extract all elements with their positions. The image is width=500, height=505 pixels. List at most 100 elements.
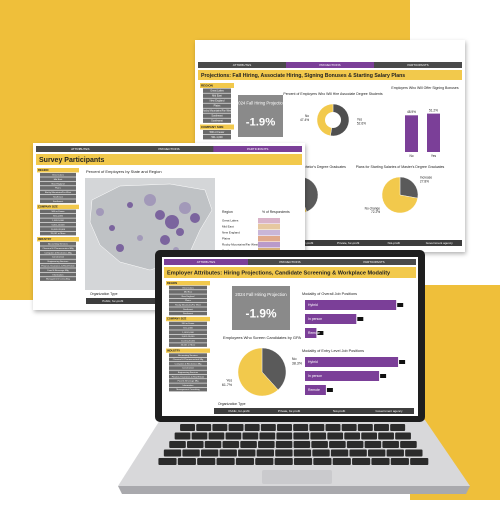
tab[interactable]: PARTICIPANTS xyxy=(407,63,428,67)
filter-item[interactable]: 1,001-5,000 xyxy=(52,220,64,222)
filter-item-bg[interactable] xyxy=(203,98,231,103)
filter-item-bg[interactable] xyxy=(40,222,76,227)
filter-item-bg[interactable] xyxy=(169,370,207,375)
filter-item-bg[interactable] xyxy=(40,199,76,204)
filter-item[interactable]: New England xyxy=(51,183,65,185)
filter-item-bg[interactable] xyxy=(169,387,207,392)
filter-item[interactable]: Plains xyxy=(185,300,191,302)
filter-item-bg[interactable] xyxy=(40,177,76,182)
tab[interactable]: PROJECTIONS xyxy=(279,260,300,264)
filter-item[interactable]: Plains xyxy=(55,188,62,190)
filter-item[interactable]: Great Lakes xyxy=(52,173,65,176)
filter-item-bg[interactable] xyxy=(40,214,76,218)
filter-item-bg[interactable] xyxy=(40,218,76,223)
filter-item-bg[interactable] xyxy=(203,93,231,98)
filter-item[interactable]: Southeast xyxy=(183,308,193,311)
filter-item-bg[interactable] xyxy=(169,366,207,370)
filter-item[interactable]: Great Lakes xyxy=(182,286,194,289)
org-type[interactable]: Government agency xyxy=(426,241,454,245)
filter-item[interactable]: 20,001 or More xyxy=(51,232,67,235)
filter-item[interactable]: 20,001 or More xyxy=(181,345,196,347)
filter-item[interactable]: Management Consulting xyxy=(176,388,200,391)
filter-item[interactable]: Information xyxy=(183,384,195,387)
tab[interactable]: ATTRIBUTES xyxy=(197,260,215,264)
filter-item[interactable]: Mid East xyxy=(184,291,193,294)
filter-item[interactable]: Mid East xyxy=(54,178,63,181)
filter-item[interactable]: Plains xyxy=(214,104,222,107)
filter-item[interactable]: 5,001-10,000 xyxy=(182,336,195,338)
filter-item[interactable]: 500 or Fewer xyxy=(52,210,65,213)
filter-item-bg[interactable] xyxy=(203,130,231,135)
filter-item-bg[interactable] xyxy=(40,241,76,246)
filter-item-bg[interactable] xyxy=(169,326,207,330)
tab[interactable]: PROJECTIONS xyxy=(158,147,179,151)
filter-item-bg[interactable] xyxy=(40,209,76,214)
filter-item[interactable]: New England xyxy=(182,296,196,298)
filter-item[interactable]: Computer & Electronics Mfg xyxy=(175,362,202,365)
filter-item[interactable]: New England xyxy=(210,99,225,102)
filter-item-bg[interactable] xyxy=(169,330,207,334)
filter-item-bg[interactable] xyxy=(169,338,207,343)
org-type[interactable]: Government agency xyxy=(375,409,403,413)
filter-item[interactable]: Food & Beverage Mfg xyxy=(47,269,69,272)
org-type[interactable]: Not-profit xyxy=(388,241,401,245)
tab[interactable]: ATTRIBUTES xyxy=(71,147,89,151)
filter-item-bg[interactable] xyxy=(40,250,76,255)
filter-item-bg[interactable] xyxy=(203,108,231,113)
filter-item[interactable]: Information xyxy=(53,273,65,276)
filter-item-bg[interactable] xyxy=(169,383,207,388)
filter-item-bg[interactable] xyxy=(169,303,207,307)
filter-item-bg[interactable] xyxy=(203,88,231,93)
filter-item-bg[interactable] xyxy=(40,259,76,264)
filter-item-bg[interactable] xyxy=(40,231,76,236)
org-type[interactable]: Public, for-profit xyxy=(228,409,249,413)
filter-item[interactable]: Rocky Mountains/Far West xyxy=(202,109,232,112)
filter-item-bg[interactable] xyxy=(40,277,76,281)
tab[interactable]: PARTICIPANTS xyxy=(363,260,384,264)
filter-item[interactable]: 5,001-10,000 xyxy=(52,224,66,226)
filter-item-bg[interactable] xyxy=(40,186,76,190)
filter-item-bg[interactable] xyxy=(169,353,207,357)
filter-item[interactable]: Great Lakes xyxy=(210,89,224,92)
org-type[interactable]: Private, for-profit xyxy=(337,241,359,245)
org-type[interactable]: Not-profit xyxy=(333,409,346,413)
filter-item[interactable]: 501-1,000 xyxy=(183,328,193,330)
filter-item-bg[interactable] xyxy=(169,357,207,362)
filter-item[interactable]: Engineering Services xyxy=(48,260,70,263)
filter-item[interactable]: 1,001-5,000 xyxy=(182,332,194,334)
filter-item-bg[interactable] xyxy=(169,290,207,294)
filter-item[interactable]: Rocky Mountains/Far West xyxy=(175,304,201,307)
filter-item[interactable]: 501-1,000 xyxy=(53,216,64,218)
filter-item-bg[interactable] xyxy=(169,311,207,316)
filter-item[interactable]: Rocky Mountains/Far West xyxy=(45,191,72,194)
filter-item[interactable]: Construction xyxy=(52,256,65,259)
filter-item-bg[interactable] xyxy=(40,255,76,259)
tab[interactable]: PROJECTIONS xyxy=(319,63,340,67)
filter-item[interactable]: Accounting Services xyxy=(178,354,197,357)
filter-item[interactable]: Computer & Electronics Mfg xyxy=(44,251,72,254)
filter-item-bg[interactable] xyxy=(203,103,231,108)
filter-item-bg[interactable] xyxy=(169,298,207,303)
filter-item[interactable]: Management Consulting xyxy=(46,278,70,281)
filter-item[interactable]: Southeast xyxy=(53,195,63,198)
filter-item-bg[interactable] xyxy=(169,285,207,290)
filter-item-bg[interactable] xyxy=(40,227,76,231)
tab[interactable]: PARTICIPANTS xyxy=(247,147,268,151)
filter-item[interactable]: 500 or Fewer xyxy=(182,323,195,325)
filter-item[interactable]: 500 or Fewer xyxy=(210,131,225,134)
filter-item-bg[interactable] xyxy=(169,334,207,339)
filter-item-bg[interactable] xyxy=(40,268,76,273)
tab[interactable]: ATTRIBUTES xyxy=(233,63,251,67)
filter-item-bg[interactable] xyxy=(169,307,207,311)
org-type[interactable]: Public, for-profit xyxy=(102,299,123,303)
filter-item[interactable]: Accounting Services xyxy=(48,242,69,245)
filter-item[interactable]: Chemical & Pharmaceutical Mfg xyxy=(173,358,204,361)
filter-item[interactable]: Southwest xyxy=(183,312,193,315)
filter-item-bg[interactable] xyxy=(169,361,207,366)
filter-item[interactable]: 501-1,000 xyxy=(211,136,223,139)
filter-item[interactable]: 10,001-20,000 xyxy=(181,340,196,342)
filter-item[interactable]: Southeast xyxy=(211,114,223,117)
filter-item-bg[interactable] xyxy=(169,321,207,326)
filter-item[interactable]: 10,001-20,000 xyxy=(51,229,66,231)
filter-item[interactable]: Finance, Insurance, & Real Estate xyxy=(41,264,75,267)
